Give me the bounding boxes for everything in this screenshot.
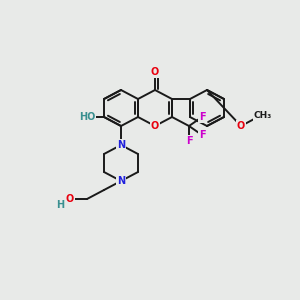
Text: F: F [186, 136, 192, 146]
Text: O: O [151, 121, 159, 131]
Text: O: O [151, 67, 159, 77]
Text: F: F [199, 130, 205, 140]
Text: F: F [199, 112, 205, 122]
Text: CH₃: CH₃ [254, 110, 272, 119]
Text: O: O [237, 121, 245, 131]
Text: N: N [117, 176, 125, 186]
Text: HO: HO [79, 112, 95, 122]
Text: O: O [66, 194, 74, 204]
Text: H: H [56, 200, 64, 210]
Text: N: N [117, 140, 125, 150]
